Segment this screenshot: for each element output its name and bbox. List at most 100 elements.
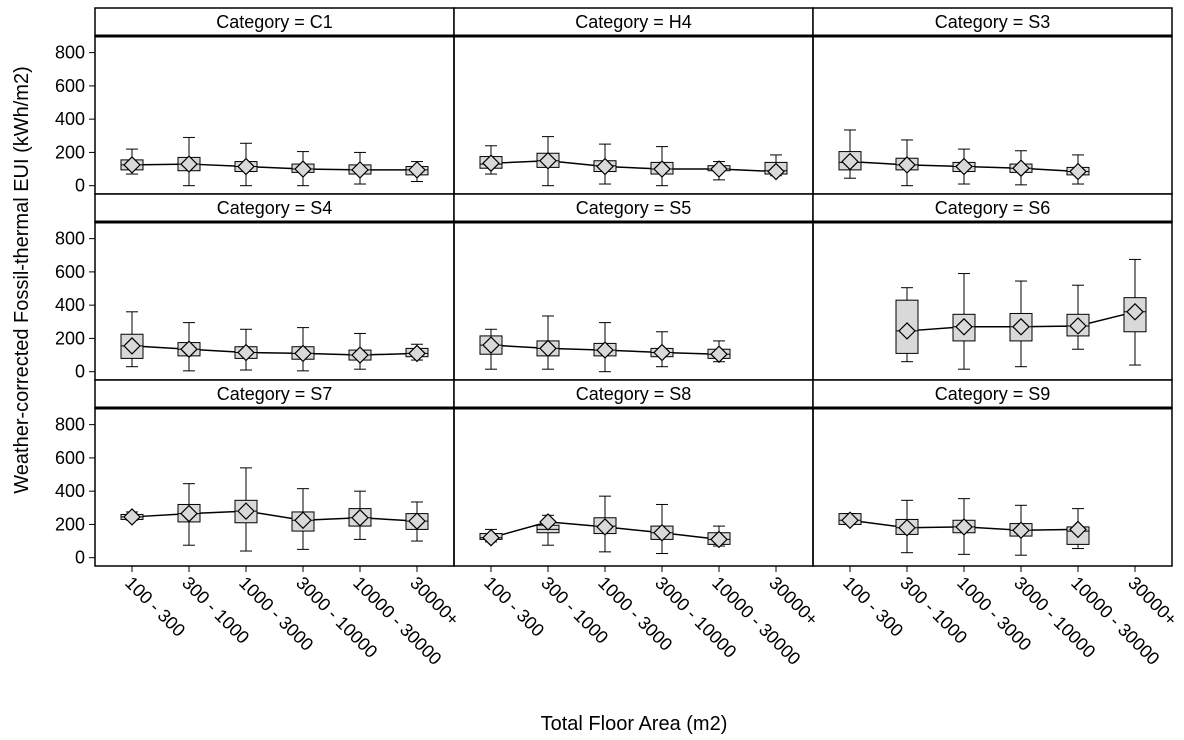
mean-marker [482,154,500,173]
box-10000-30000 [348,490,372,540]
box-100-300 [479,145,503,175]
mean-marker [539,339,557,358]
mean-marker [898,156,916,174]
mean-marker [408,161,426,179]
box-100-300 [838,511,862,530]
mean-marker [1012,159,1030,178]
mean-marker [710,345,728,364]
mean-marker [351,346,369,364]
mean-marker [1012,317,1030,336]
box-300-1000 [177,136,201,187]
box-100-300 [838,129,862,179]
mean-marker [294,160,312,178]
box-300-1000 [536,315,560,370]
box-10000-30000 [707,160,731,181]
mean-marker [482,336,500,354]
panel-plot-frame [812,407,1173,567]
box-10000-30000 [707,525,731,549]
panel-category-s3: Category = S3 [812,7,1173,195]
y-tick-label: 200 [55,328,85,348]
mean-marker [653,160,671,178]
mean-marker [955,157,973,176]
box-3000-10000 [1009,150,1033,186]
x-axis-title: Total Floor Area (m2) [541,713,728,735]
box-10000-30000 [1066,284,1090,350]
box-1000-3000 [593,143,617,185]
y-tick-label: 400 [55,109,85,129]
mean-connect-line [131,510,418,522]
box-1000-3000 [234,467,258,552]
mean-marker [237,343,255,362]
panel-plot-frame [94,407,455,567]
mean-marker [123,508,141,526]
y-tick-label: 600 [55,448,85,468]
box-3000-10000 [1009,280,1033,368]
mean-marker [351,161,369,179]
mean-marker [841,511,859,530]
box-10000-30000 [707,340,731,364]
mean-marker [898,322,916,340]
box-300-1000 [895,287,919,363]
panel-category-s6: Category = S6 [812,193,1173,381]
box-10000-30000 [1066,154,1090,185]
mean-marker [710,160,728,178]
box-30000- [405,343,429,363]
panel-header-box [812,7,1173,37]
box-3000-10000 [650,146,674,187]
panel-header-label: Category = S5 [576,198,692,218]
y-tick-label: 0 [75,176,85,196]
box-100-300 [120,148,144,175]
panel-plot-frame [812,35,1173,195]
box-1000-3000 [234,142,258,187]
box-300-1000 [177,483,201,546]
panel-plot-frame [453,407,814,567]
box-100-300 [479,528,503,547]
mean-marker [596,341,614,359]
x-tick-label: 30000+ [1124,573,1181,630]
y-tick-label: 400 [55,481,85,501]
mean-marker [955,518,973,536]
y-axis-title: Weather-corrected Fossil-thermal EUI (kW… [11,66,33,494]
x-tick-label: 100 - 300 [839,573,907,641]
mean-marker [294,344,312,363]
mean-marker [710,530,728,549]
box-100-300 [479,328,503,370]
panel-header-label: Category = S8 [576,384,692,404]
box-30000- [405,501,429,542]
y-tick-label: 400 [55,295,85,315]
mean-marker [1069,317,1087,335]
box-10000-30000 [1066,508,1090,550]
mean-marker [841,152,859,171]
box-30000- [1123,258,1147,366]
mean-marker [180,504,198,523]
panel-header-label: Category = H4 [575,12,692,32]
x-tick-label: 30000+ [765,573,822,630]
panel-plot-frame [453,221,814,381]
box-1000-3000 [593,495,617,553]
box-100-300 [120,508,144,526]
y-tick-label: 600 [55,76,85,96]
mean-marker [408,512,426,530]
box-300-1000 [536,136,560,187]
box-1000-3000 [952,273,976,370]
mean-marker [539,513,557,531]
mean-connect-line [131,345,418,356]
panel-header-box [812,379,1173,409]
mean-marker [653,523,671,542]
box-300-1000 [177,322,201,372]
panel-header-label: Category = S7 [217,384,333,404]
panels-group: Category = C1 0 200 400 600 800 Category = H4 C… [55,7,1181,669]
box-300-1000 [536,513,560,546]
y-tick-label: 800 [55,415,85,435]
box-3000-10000 [1009,504,1033,556]
panel-plot-frame [812,221,1173,381]
mean-marker [294,511,312,530]
box-3000-10000 [291,151,315,187]
mean-marker [237,502,255,520]
mean-marker [596,518,614,536]
box-3000-10000 [650,503,674,555]
